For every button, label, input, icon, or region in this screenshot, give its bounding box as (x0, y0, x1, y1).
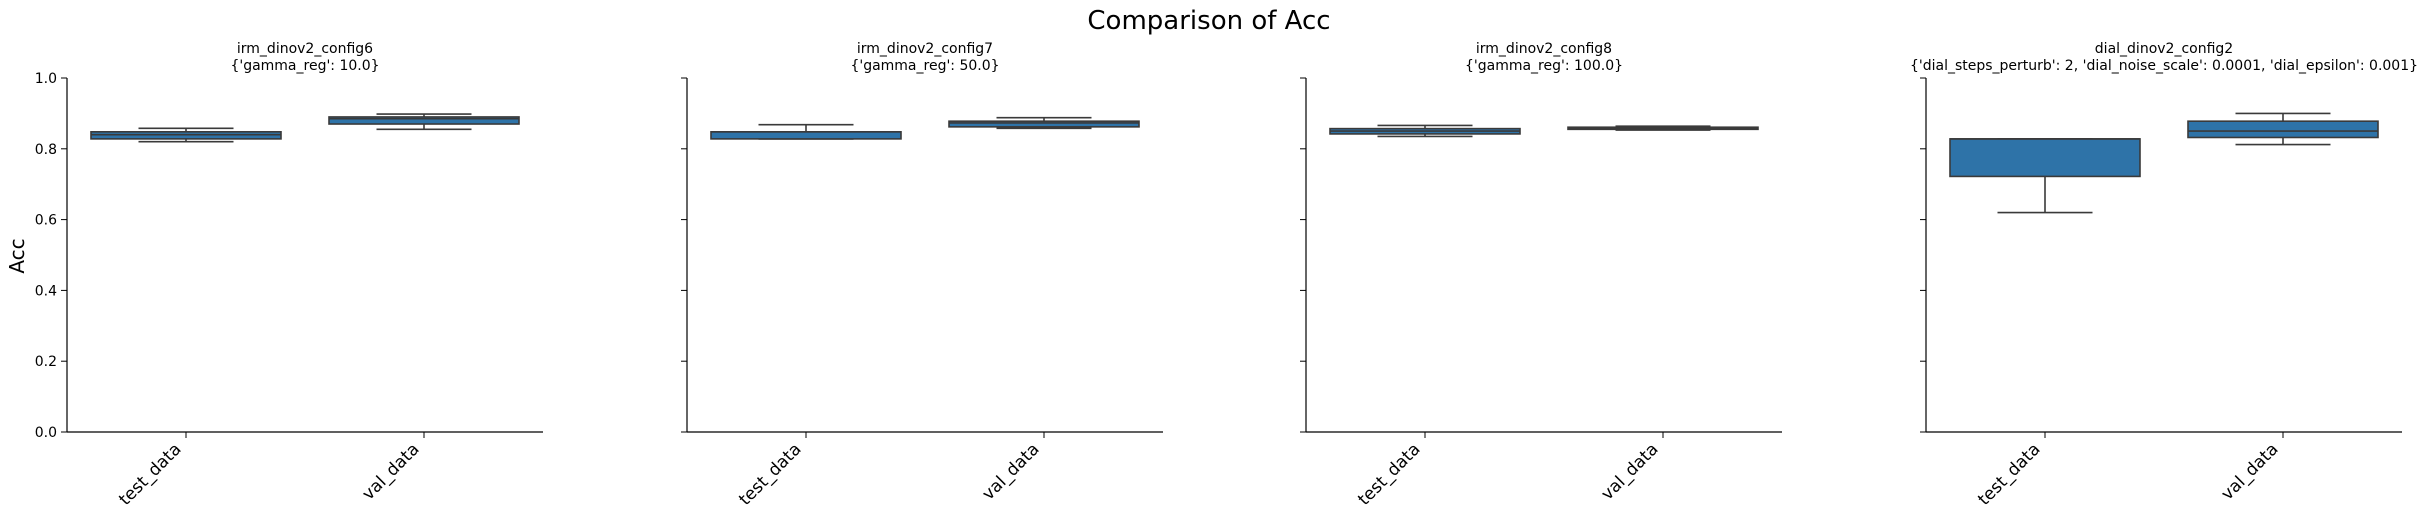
y-tick-label: 1.0 (35, 71, 57, 87)
box-body (328, 116, 520, 125)
x-tick-label: val_data (1597, 439, 1662, 504)
y-axis-label: Acc (5, 238, 29, 273)
subplot-title: dial_dinov2_config2 (2095, 41, 2233, 57)
box-val_data (2187, 112, 2379, 146)
x-tick-label: test_data (735, 439, 805, 509)
y-tick-label: 0.2 (35, 354, 57, 370)
y-tick-label: 0.6 (35, 213, 57, 229)
box-body (948, 120, 1140, 128)
subplot-subtitle: {'dial_steps_perturb': 2, 'dial_noise_sc… (1910, 58, 2418, 74)
figure-title: Comparison of Acc (1087, 6, 1330, 36)
subplot-title: irm_dinov2_config7 (857, 41, 993, 57)
x-tick-label: val_data (358, 439, 423, 504)
subplot-1: irm_dinov2_config6{'gamma_reg': 10.0} 0.0… (35, 41, 543, 510)
subplot-4: dial_dinov2_config2{'dial_steps_perturb'… (1910, 41, 2418, 510)
subplot-subtitle: {'gamma_reg': 50.0} (850, 58, 999, 74)
x-tick-label: val_data (2217, 439, 2282, 504)
box-test_data (90, 127, 282, 143)
subplot-subtitle: {'gamma_reg': 10.0} (230, 58, 379, 74)
box-test_data (1949, 138, 2141, 214)
box-test_data (710, 123, 902, 140)
box-val_data (948, 116, 1140, 130)
subplot-title: irm_dinov2_config6 (237, 41, 373, 57)
y-tick-label: 0.4 (35, 283, 57, 299)
box-body (1949, 138, 2141, 178)
y-tick-label: 0.0 (35, 425, 57, 441)
box-body (710, 131, 902, 140)
x-tick-label: val_data (978, 439, 1043, 504)
box-val_data (1567, 125, 1759, 131)
box-test_data (1329, 124, 1521, 138)
subplot-3: irm_dinov2_config8{'gamma_reg': 100.0} te… (1300, 41, 1782, 510)
box-val_data (328, 113, 520, 131)
box-body (2187, 120, 2379, 139)
x-tick-label: test_data (1974, 439, 2044, 509)
y-tick-label: 0.8 (35, 142, 57, 158)
x-tick-label: test_data (115, 439, 185, 509)
subplot-subtitle: {'gamma_reg': 100.0} (1465, 58, 1623, 74)
subplot-title: irm_dinov2_config8 (1476, 41, 1612, 57)
x-tick-label: test_data (1354, 439, 1424, 509)
subplot-2: irm_dinov2_config7{'gamma_reg': 50.0} tes… (681, 41, 1163, 510)
